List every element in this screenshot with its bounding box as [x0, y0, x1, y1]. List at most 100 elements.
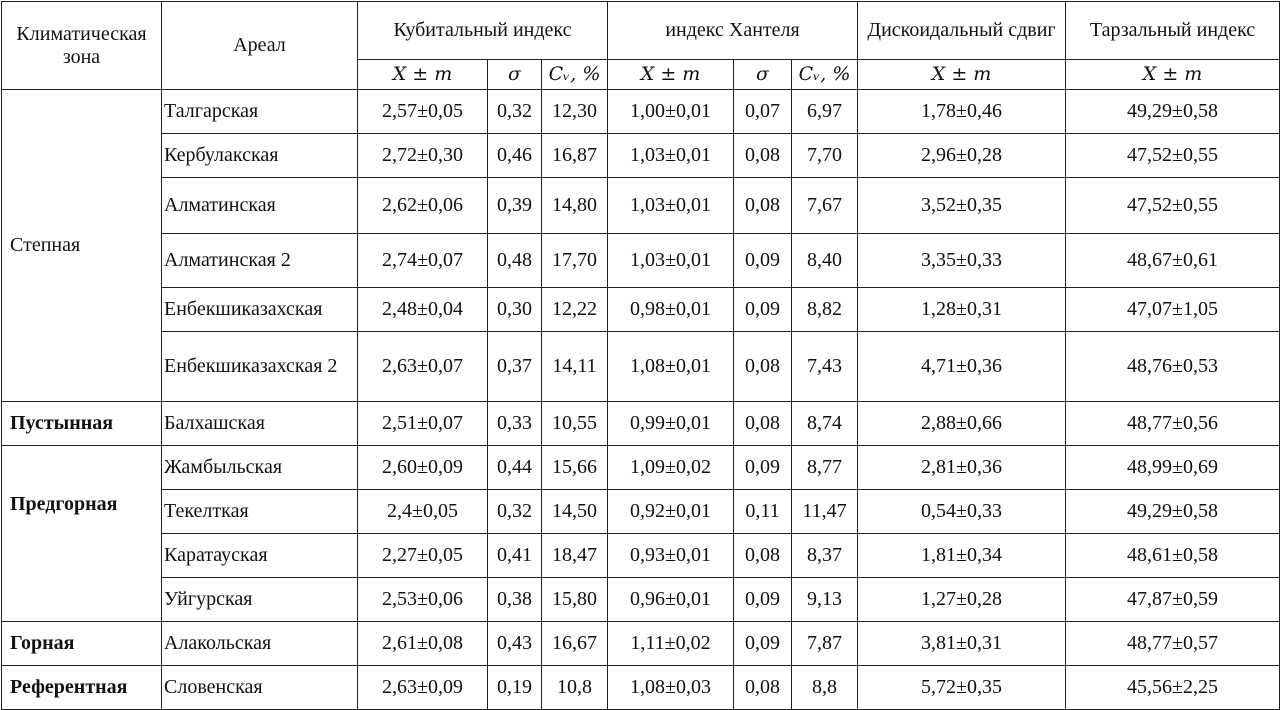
hantel-cv-cell: 9,13 — [791, 577, 859, 622]
cubital-mean-cell: 2,63±0,07 — [357, 331, 488, 402]
hantel-sigma-cell: 0,08 — [733, 533, 793, 578]
tarsal-mean-cell: 48,67±0,61 — [1065, 233, 1280, 288]
discoidal-mean-cell: 2,88±0,66 — [857, 401, 1067, 446]
tarsal-mean-cell: 48,61±0,58 — [1065, 533, 1280, 578]
header-row: Климатическая зона Ареал Кубитальный инд… — [1, 1, 1280, 90]
tarsal-mean-cell: 48,77±0,56 — [1065, 401, 1280, 446]
cubital-cv-cell: 10,55 — [540, 401, 609, 446]
cubital-mean-cell: 2,62±0,06 — [357, 177, 488, 234]
cubital-mean-cell: 2,48±0,04 — [357, 287, 488, 332]
cubital-cv-cell: 10,8 — [540, 665, 609, 710]
header-cubital-index: Кубитальный индекс — [356, 1, 609, 60]
hantel-mean-cell: 1,09±0,02 — [607, 445, 735, 490]
hantel-sigma-cell: 0,09 — [733, 233, 793, 288]
discoidal-mean-cell: 5,72±0,35 — [857, 665, 1067, 710]
header-areal: Ареал — [161, 1, 358, 90]
hantel-sigma-cell: 0,08 — [733, 133, 793, 178]
subheader-row: X ± m σ Cᵥ, % X ± m σ Cᵥ, % X ± m X ± m — [2, 59, 1280, 90]
tarsal-mean-cell: 49,29±0,58 — [1065, 489, 1280, 534]
areal-cell: Каратауская — [161, 533, 358, 578]
hantel-sigma-cell: 0,08 — [733, 401, 793, 446]
areal-cell: Текелткая — [161, 489, 358, 534]
cubital-sigma-cell: 0,48 — [487, 233, 542, 288]
cubital-cv-cell: 14,50 — [540, 489, 609, 534]
table-row: Енбекшиказахская 2,48±0,04 0,30 12,22 0,… — [2, 287, 1280, 332]
tarsal-mean-cell: 48,76±0,53 — [1065, 331, 1280, 402]
hantel-cv-cell: 8,37 — [791, 533, 859, 578]
hantel-sigma-cell: 0,09 — [733, 287, 793, 332]
subheader-hantel-sigma: σ — [733, 59, 793, 90]
discoidal-mean-cell: 4,71±0,36 — [857, 331, 1067, 402]
table-row: Степная Талгарская 2,57±0,05 0,32 12,30 … — [1, 89, 1280, 402]
hantel-mean-cell: 0,93±0,01 — [607, 533, 735, 578]
areal-cell: Жамбыльская — [161, 445, 358, 490]
discoidal-mean-cell: 2,81±0,36 — [857, 445, 1067, 490]
discoidal-mean-cell: 3,52±0,35 — [857, 177, 1067, 234]
hantel-cv-cell: 6,97 — [791, 89, 859, 134]
header-discoidal-shift: Дискоидальный сдвиг — [857, 1, 1067, 60]
cubital-cv-cell: 14,80 — [540, 177, 609, 234]
discoidal-mean-cell: 1,28±0,31 — [857, 287, 1067, 332]
cubital-mean-cell: 2,61±0,08 — [357, 621, 488, 666]
cubital-mean-cell: 2,53±0,06 — [357, 577, 488, 622]
areal-cell: Алакольская — [161, 621, 358, 666]
subheader-cubital-sigma: σ — [487, 59, 542, 90]
cubital-sigma-cell: 0,46 — [487, 133, 542, 178]
tarsal-mean-cell: 47,52±0,55 — [1065, 133, 1280, 178]
areal-cell: Уйгурская — [161, 577, 358, 622]
hantel-sigma-cell: 0,09 — [733, 577, 793, 622]
zone-cell-foothill: Предгорная — [1, 445, 162, 622]
hantel-mean-cell: 1,08±0,01 — [607, 331, 735, 402]
zone-cell-mountain: Горная — [1, 621, 162, 666]
cubital-sigma-cell: 0,32 — [487, 489, 542, 534]
cubital-sigma-cell: 0,44 — [487, 445, 542, 490]
table-row: Предгорная Жамбыльская 2,60±0,09 0,44 15… — [1, 445, 1280, 622]
discoidal-mean-cell: 1,27±0,28 — [857, 577, 1067, 622]
table-row: Референтная Словенская 2,63±0,09 0,19 10… — [1, 665, 1280, 710]
cubital-mean-cell: 2,60±0,09 — [357, 445, 488, 490]
table-row: Кербулакская 2,72±0,30 0,46 16,87 1,03±0… — [2, 133, 1280, 178]
hantel-cv-cell: 8,74 — [791, 401, 859, 446]
cubital-sigma-cell: 0,37 — [487, 331, 542, 402]
cubital-sigma-cell: 0,38 — [487, 577, 542, 622]
zone-cell-steppe: Степная — [1, 89, 162, 402]
areal-cell: Енбекшиказахская 2 — [161, 331, 358, 402]
cubital-sigma-cell: 0,39 — [487, 177, 542, 234]
cubital-mean-cell: 2,51±0,07 — [357, 401, 488, 446]
hantel-mean-cell: 1,03±0,01 — [607, 133, 735, 178]
header-climate-zone: Климатическая зона — [1, 1, 162, 90]
cubital-sigma-cell: 0,41 — [487, 533, 542, 578]
hantel-sigma-cell: 0,09 — [733, 445, 793, 490]
subheader-tarsal-mean: X ± m — [1065, 59, 1280, 90]
header-tarsal-index: Тарзальный индекс — [1065, 1, 1280, 60]
hantel-cv-cell: 11,47 — [791, 489, 859, 534]
hantel-mean-cell: 1,03±0,01 — [607, 233, 735, 288]
hantel-sigma-cell: 0,11 — [733, 489, 793, 534]
tarsal-mean-cell: 49,29±0,58 — [1065, 89, 1280, 134]
header-hantel-index: индекс Хантеля — [607, 1, 859, 60]
cubital-mean-cell: 2,57±0,05 — [357, 89, 488, 134]
cubital-sigma-cell: 0,33 — [487, 401, 542, 446]
cubital-cv-cell: 18,47 — [540, 533, 609, 578]
tarsal-mean-cell: 48,99±0,69 — [1065, 445, 1280, 490]
areal-cell: Енбекшиказахская — [161, 287, 358, 332]
cubital-mean-cell: 2,27±0,05 — [357, 533, 488, 578]
hantel-cv-cell: 7,43 — [791, 331, 859, 402]
discoidal-mean-cell: 3,35±0,33 — [857, 233, 1067, 288]
zone-cell-desert: Пустынная — [1, 401, 162, 446]
hantel-cv-cell: 8,8 — [791, 665, 859, 710]
tarsal-mean-cell: 47,52±0,55 — [1065, 177, 1280, 234]
subheader-discoidal-mean: X ± m — [857, 59, 1067, 90]
hantel-sigma-cell: 0,08 — [733, 331, 793, 402]
hantel-mean-cell: 1,00±0,01 — [607, 89, 735, 134]
areal-cell: Талгарская — [161, 89, 358, 134]
table-row: Каратауская 2,27±0,05 0,41 18,47 0,93±0,… — [2, 533, 1280, 578]
cubital-mean-cell: 2,72±0,30 — [357, 133, 488, 178]
discoidal-mean-cell: 1,81±0,34 — [857, 533, 1067, 578]
cubital-cv-cell: 17,70 — [540, 233, 609, 288]
areal-cell: Кербулакская — [161, 133, 358, 178]
hantel-mean-cell: 0,92±0,01 — [607, 489, 735, 534]
cubital-mean-cell: 2,4±0,05 — [357, 489, 488, 534]
hantel-mean-cell: 0,96±0,01 — [607, 577, 735, 622]
